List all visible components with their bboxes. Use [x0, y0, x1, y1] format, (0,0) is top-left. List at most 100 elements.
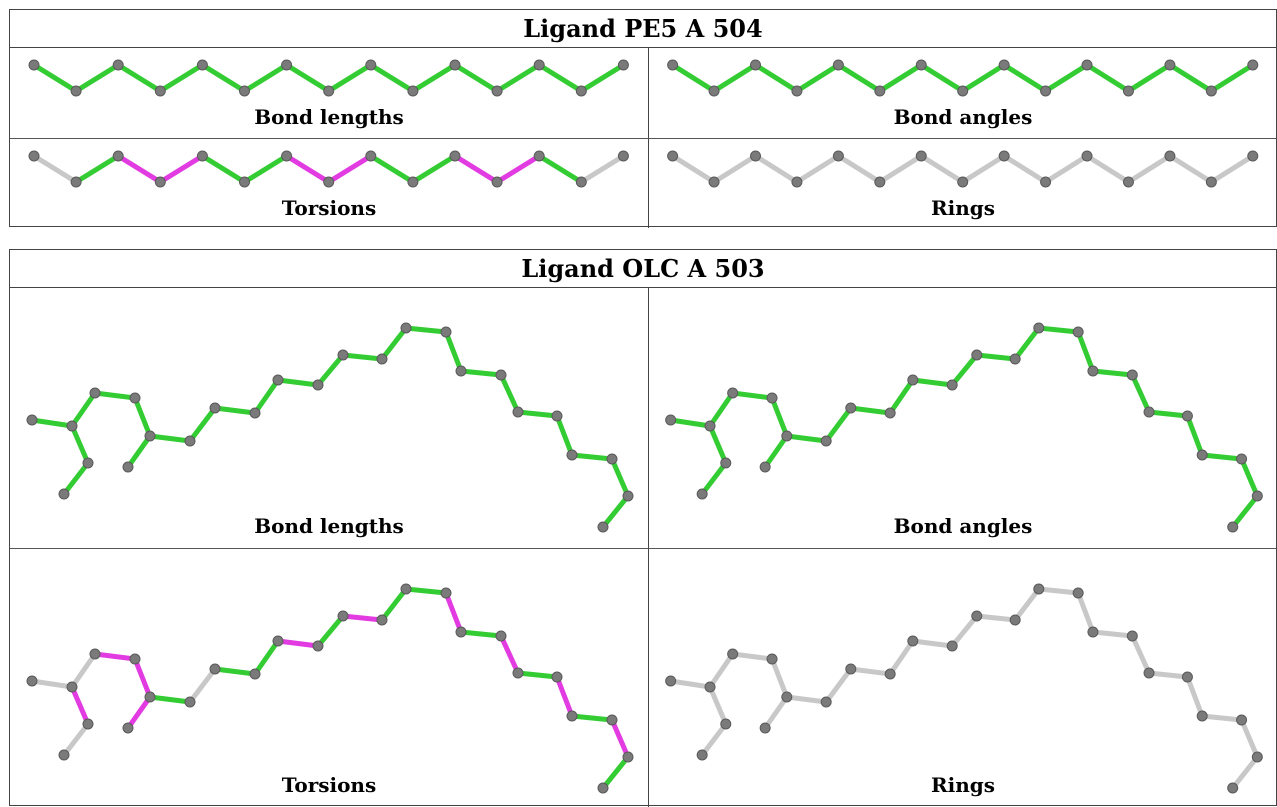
atom [495, 630, 507, 642]
bond [498, 633, 521, 676]
atom [184, 696, 196, 708]
atom [455, 365, 467, 377]
atom [1087, 626, 1099, 638]
atom [998, 59, 1010, 71]
bond [284, 153, 332, 185]
bond [707, 651, 736, 690]
panel-grid: Bond lengths Bond angles Torsions Rings [10, 288, 1276, 807]
atom [58, 488, 70, 500]
bond [452, 62, 500, 94]
atom [750, 150, 762, 162]
atom [365, 150, 377, 162]
bond [1043, 153, 1090, 185]
atom [606, 453, 618, 465]
bond [187, 405, 218, 444]
atom [759, 461, 771, 473]
bond [762, 433, 790, 470]
bond [730, 651, 775, 662]
divider-horizontal [10, 138, 1276, 139]
bond [494, 153, 542, 185]
atom [1236, 714, 1248, 726]
bond [887, 377, 916, 416]
bond [69, 684, 91, 727]
bond [536, 153, 584, 185]
atom [1087, 365, 1099, 377]
atom [122, 722, 134, 734]
atom [323, 176, 335, 188]
atom [720, 718, 732, 730]
bond [554, 413, 575, 458]
bond [711, 62, 759, 94]
atom [946, 379, 958, 391]
atom [1009, 353, 1021, 365]
bond [1146, 670, 1190, 680]
atom [1081, 59, 1093, 71]
atom [1122, 85, 1134, 97]
section-title: Ligand PE5 A 504 [10, 10, 1276, 48]
atom [495, 369, 507, 381]
ligand-diagram [665, 322, 1263, 533]
bond [578, 153, 626, 185]
bond [1125, 153, 1173, 185]
atom [281, 59, 293, 71]
panel-caption: Bond angles [893, 514, 1033, 538]
atom [759, 722, 771, 734]
atom [28, 150, 40, 162]
bond [147, 694, 193, 705]
atom [272, 635, 284, 647]
bond [69, 423, 91, 466]
bond [823, 666, 854, 705]
atom [1126, 630, 1138, 642]
atom [1196, 710, 1208, 722]
atom [874, 85, 886, 97]
bond [949, 352, 980, 388]
atom [1227, 782, 1239, 794]
atom [665, 675, 677, 687]
atom [144, 691, 156, 703]
bond [340, 613, 385, 623]
bond [515, 670, 560, 680]
bond [670, 153, 717, 185]
bond [707, 684, 729, 727]
atom [845, 663, 857, 675]
atom [915, 150, 927, 162]
atom [491, 176, 503, 188]
atom [440, 326, 452, 338]
bond [769, 656, 790, 700]
atom [575, 85, 587, 97]
bond [326, 153, 374, 185]
bond [730, 390, 775, 401]
bond [1090, 629, 1135, 639]
bond [1208, 62, 1256, 94]
atom [1143, 406, 1155, 418]
atom [907, 374, 919, 386]
bond [368, 62, 416, 94]
bond [1084, 153, 1131, 185]
atom [820, 435, 832, 447]
bond [668, 678, 713, 690]
atom [337, 349, 349, 361]
atom [957, 176, 969, 188]
bond [1001, 153, 1049, 185]
atom [70, 85, 82, 97]
atom [1227, 521, 1239, 533]
bond [1036, 586, 1081, 596]
bond [784, 433, 829, 444]
bond [403, 325, 449, 335]
bond [61, 460, 91, 497]
bond [1239, 717, 1260, 760]
atom [597, 521, 609, 533]
atom [791, 176, 803, 188]
bond [1167, 153, 1214, 185]
bond [762, 694, 790, 731]
bond [974, 352, 1018, 362]
bond [284, 62, 332, 94]
bond [569, 713, 615, 723]
atom [884, 407, 896, 419]
atom [1033, 583, 1045, 595]
bond [1084, 62, 1131, 94]
atom [66, 420, 78, 432]
atom [708, 85, 720, 97]
atom [1143, 667, 1155, 679]
atom [154, 176, 166, 188]
